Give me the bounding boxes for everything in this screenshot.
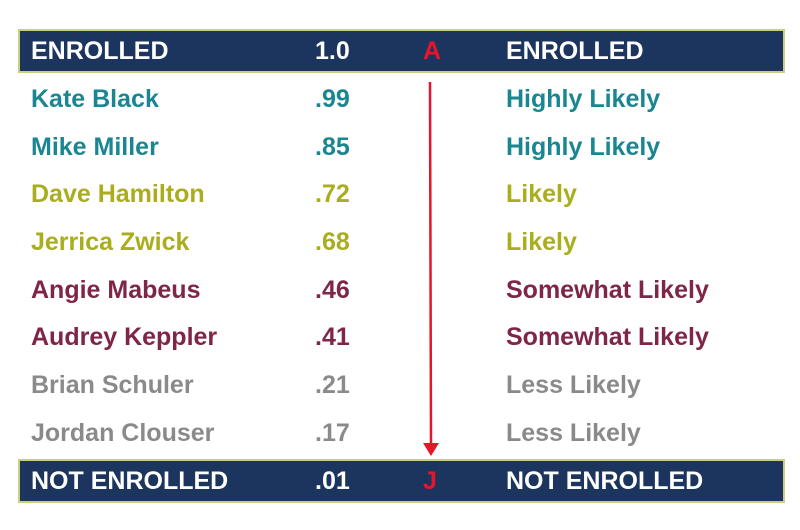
- list-item: Kate Black .99 Highly Likely: [0, 79, 800, 119]
- marker-j: J: [423, 467, 437, 495]
- header-score: 1.0: [315, 37, 350, 65]
- row-score: .46: [315, 276, 350, 304]
- arrow-head: [423, 443, 439, 456]
- enrolled-header-band: ENROLLED 1.0 A ENROLLED: [20, 31, 783, 71]
- row-label: Highly Likely: [506, 85, 661, 113]
- footer-name: NOT ENROLLED: [31, 467, 229, 495]
- row-name: Jordan Clouser: [31, 419, 215, 447]
- header-name: ENROLLED: [31, 37, 169, 65]
- row-score: .17: [315, 419, 350, 447]
- row-score: .99: [315, 85, 350, 113]
- row-name: Mike Miller: [31, 133, 159, 161]
- list-item: Angie Mabeus .46 Somewhat Likely: [0, 270, 800, 310]
- row-label: Less Likely: [506, 371, 641, 399]
- list-item: Mike Miller .85 Highly Likely: [0, 127, 800, 167]
- row-label: Likely: [506, 180, 577, 208]
- row-name: Brian Schuler: [31, 371, 194, 399]
- arrow-shaft: [428, 81, 433, 447]
- row-name: Audrey Keppler: [31, 323, 218, 351]
- row-name: Dave Hamilton: [31, 180, 205, 208]
- list-item: Brian Schuler .21 Less Likely: [0, 365, 800, 405]
- marker-a: A: [423, 37, 442, 65]
- not-enrolled-footer-band: NOT ENROLLED .01 J NOT ENROLLED: [20, 461, 783, 501]
- list-item: Jerrica Zwick .68 Likely: [0, 222, 800, 262]
- row-score: .68: [315, 228, 350, 256]
- footer-score: .01: [315, 467, 350, 495]
- footer-label: NOT ENROLLED: [506, 467, 704, 495]
- row-name: Jerrica Zwick: [31, 228, 190, 256]
- row-score: .41: [315, 323, 350, 351]
- row-label: Somewhat Likely: [506, 276, 709, 304]
- row-score: .21: [315, 371, 350, 399]
- row-score: .72: [315, 180, 350, 208]
- row-label: Somewhat Likely: [506, 323, 709, 351]
- row-label: Less Likely: [506, 419, 641, 447]
- row-label: Likely: [506, 228, 577, 256]
- header-label: ENROLLED: [506, 37, 644, 65]
- list-item: Jordan Clouser .17 Less Likely: [0, 413, 800, 453]
- row-name: Kate Black: [31, 85, 159, 113]
- row-score: .85: [315, 133, 350, 161]
- list-item: Audrey Keppler .41 Somewhat Likely: [0, 317, 800, 357]
- list-item: Dave Hamilton .72 Likely: [0, 174, 800, 214]
- row-label: Highly Likely: [506, 133, 661, 161]
- row-name: Angie Mabeus: [31, 276, 201, 304]
